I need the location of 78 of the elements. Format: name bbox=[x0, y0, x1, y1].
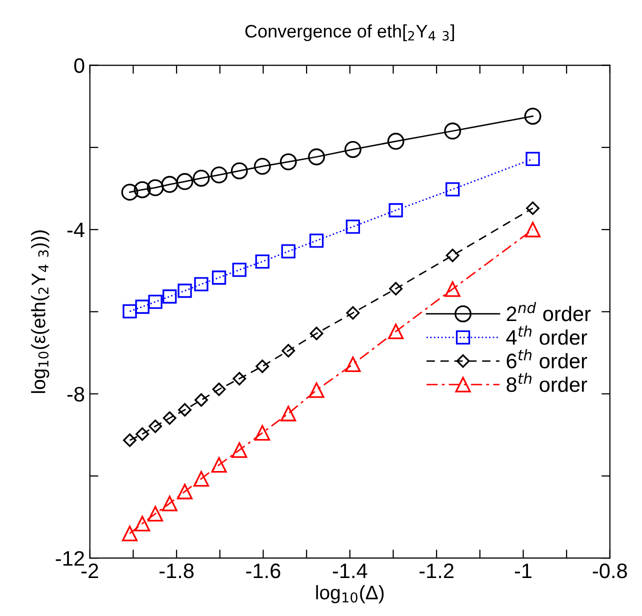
x-tick-label: -1 bbox=[514, 564, 532, 578]
point bbox=[230, 162, 248, 180]
y-axis-title: log$_{10}$(ε(eth($_{2}$Y$_{4 3}$))) bbox=[31, 230, 50, 393]
point bbox=[309, 234, 324, 248]
point bbox=[389, 282, 403, 296]
point bbox=[444, 122, 462, 140]
point bbox=[346, 220, 360, 234]
point bbox=[134, 181, 151, 198]
chart-title: Convergence of eth[$_{2}$Y$_{4 3}$] bbox=[245, 24, 454, 42]
point bbox=[122, 526, 138, 542]
point bbox=[134, 516, 150, 532]
point bbox=[212, 382, 226, 396]
point bbox=[526, 201, 540, 215]
point bbox=[178, 284, 192, 298]
legend-label: 4$^{th}$ order bbox=[506, 326, 588, 345]
y-tick-label: -12 bbox=[56, 551, 84, 566]
point bbox=[232, 442, 248, 458]
point bbox=[162, 289, 177, 304]
point bbox=[177, 484, 193, 500]
point bbox=[212, 270, 226, 285]
legend-label: 8$^{th}$ order bbox=[506, 372, 588, 392]
x-tick-label: -1.6 bbox=[246, 564, 280, 578]
point bbox=[162, 411, 176, 425]
point bbox=[161, 176, 178, 193]
x-tick-label: -2 bbox=[82, 564, 98, 578]
x-tick-label: -0.8 bbox=[592, 564, 627, 578]
point bbox=[345, 356, 361, 372]
point bbox=[123, 434, 136, 447]
y-tick-label: -8 bbox=[67, 386, 84, 402]
y-tick-label: 0 bbox=[74, 58, 84, 74]
x-axis-title: log$_{10}$(Δ) bbox=[316, 585, 384, 604]
point bbox=[310, 326, 324, 340]
point bbox=[176, 173, 194, 190]
point bbox=[444, 281, 460, 297]
point bbox=[162, 496, 178, 512]
point bbox=[282, 344, 296, 358]
point bbox=[388, 203, 403, 218]
y-tick-label: -4 bbox=[67, 222, 84, 238]
point bbox=[255, 254, 270, 269]
point bbox=[446, 182, 460, 196]
point bbox=[210, 166, 228, 184]
point bbox=[232, 372, 246, 386]
point bbox=[256, 360, 270, 374]
point bbox=[121, 184, 138, 201]
point bbox=[280, 153, 297, 170]
point bbox=[178, 403, 192, 417]
point bbox=[254, 158, 271, 175]
point bbox=[194, 393, 208, 407]
point bbox=[148, 420, 162, 433]
point bbox=[308, 148, 325, 166]
point bbox=[346, 306, 360, 320]
point bbox=[193, 471, 210, 487]
point bbox=[280, 406, 296, 422]
x-tick-label: -1.4 bbox=[332, 564, 368, 578]
point bbox=[254, 425, 270, 441]
point bbox=[281, 244, 296, 258]
point bbox=[194, 277, 208, 292]
legend-label: 6$^{th}$ order bbox=[506, 349, 588, 368]
point bbox=[136, 427, 150, 441]
point bbox=[524, 108, 542, 125]
point bbox=[192, 170, 210, 187]
point bbox=[148, 294, 162, 309]
point bbox=[344, 141, 362, 158]
legend-label: 2$^{nd}$ order bbox=[506, 302, 591, 322]
point bbox=[211, 457, 227, 473]
point bbox=[446, 248, 460, 262]
point bbox=[526, 152, 540, 166]
point bbox=[135, 300, 150, 314]
x-tick-label: -1.8 bbox=[160, 564, 194, 578]
point bbox=[122, 304, 137, 318]
point bbox=[388, 324, 404, 340]
point bbox=[232, 262, 246, 277]
x-tick-label: -1.2 bbox=[420, 564, 454, 578]
point bbox=[148, 506, 164, 522]
point bbox=[387, 132, 404, 150]
point bbox=[308, 382, 324, 398]
point bbox=[524, 222, 541, 238]
point bbox=[146, 179, 164, 196]
